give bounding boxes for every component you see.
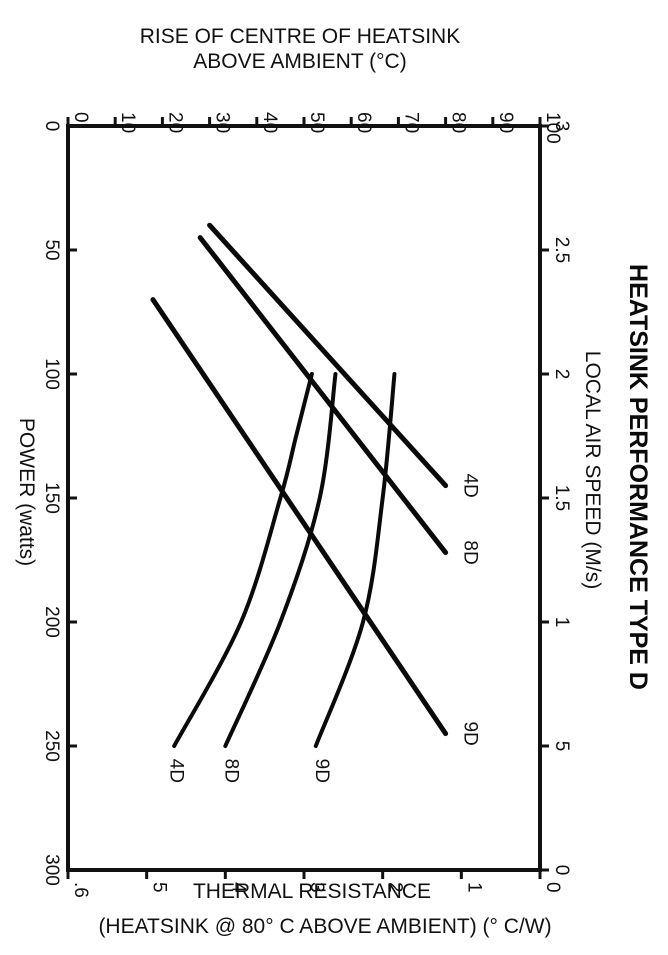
air-speed-tick-label: 5 bbox=[551, 741, 572, 752]
curve-label-4d: 4D bbox=[165, 759, 186, 783]
plot-frame bbox=[66, 124, 542, 872]
power-tick-label: 0 bbox=[41, 121, 62, 132]
rise-line-4D bbox=[207, 222, 449, 489]
rise-tick-label: 40 bbox=[259, 112, 280, 133]
curve-label-8d: 8D bbox=[459, 540, 480, 564]
series-lines bbox=[150, 222, 449, 748]
power-axis-title: POWER (watts) bbox=[15, 418, 38, 566]
resistance-curve-8D bbox=[223, 372, 338, 748]
resistance-tick-label: 4 bbox=[227, 882, 248, 893]
air-speed-axis-title: LOCAL AIR SPEED (M/s) bbox=[581, 351, 604, 589]
power-tick-label: 150 bbox=[41, 482, 62, 514]
rise-axis-title-line2: ABOVE AMBIENT (°C) bbox=[193, 50, 406, 73]
chart-title: HEATSINK PERFORMANCE TYPE D bbox=[624, 264, 652, 690]
power-tick-label: 300 bbox=[41, 854, 62, 886]
air-speed-tick-label: 2.5 bbox=[551, 237, 572, 263]
resistance-tick-label: 2 bbox=[385, 882, 406, 893]
resistance-tick-label: 3 bbox=[306, 882, 327, 893]
rise-line-9D bbox=[150, 297, 449, 737]
rise-tick-label: 100 bbox=[542, 112, 563, 144]
curve-label-8d: 8D bbox=[220, 759, 241, 783]
resistance-tick-label: .6 bbox=[70, 882, 91, 898]
rise-tick-label: 20 bbox=[164, 112, 185, 133]
resistance-curve-9D bbox=[313, 372, 397, 748]
resistance-tick-label: 1 bbox=[463, 882, 484, 893]
curve-label-9d: 9D bbox=[311, 759, 332, 783]
power-tick-label: 250 bbox=[41, 730, 62, 762]
rise-tick-label: 50 bbox=[306, 112, 327, 133]
air-speed-tick-label: 0 bbox=[551, 865, 572, 876]
rise-tick-label: 80 bbox=[448, 112, 469, 133]
rise-tick-label: 90 bbox=[495, 112, 516, 133]
rise-tick-label: 10 bbox=[117, 112, 138, 133]
resistance-curve-4D bbox=[172, 372, 314, 748]
air-speed-tick-label: 1.5 bbox=[551, 485, 572, 511]
resistance-tick-label: 5 bbox=[149, 882, 170, 893]
air-speed-tick-label: 1 bbox=[551, 617, 572, 628]
curve-label-4d: 4D bbox=[459, 473, 480, 497]
resistance-axis-title-line2: (HEATSINK @ 80° C ABOVE AMBIENT) (° C/W) bbox=[98, 915, 551, 938]
chart-labels: 4D 8D 9D 4D 8D 9D bbox=[165, 473, 480, 782]
curve-label-9d: 9D bbox=[459, 721, 480, 745]
power-tick-label: 50 bbox=[41, 239, 62, 260]
air-speed-tick-label: 3 bbox=[551, 121, 572, 132]
air-speed-tick-label: 2 bbox=[551, 369, 572, 380]
power-tick-label: 200 bbox=[41, 606, 62, 638]
rise-axis-title-line1: RISE OF CENTRE OF HEATSINK bbox=[140, 25, 460, 48]
rise-tick-label: 60 bbox=[353, 112, 374, 133]
rise-line-8D bbox=[197, 235, 449, 556]
rise-tick-label: 30 bbox=[212, 112, 233, 133]
power-tick-label: 100 bbox=[41, 358, 62, 390]
resistance-tick-label: 0 bbox=[542, 882, 563, 893]
resistance-axis-title-line1: THERMAL RESISTANCE bbox=[193, 880, 431, 903]
rise-tick-label: 70 bbox=[400, 112, 421, 133]
rise-tick-label: 0 bbox=[70, 112, 91, 123]
